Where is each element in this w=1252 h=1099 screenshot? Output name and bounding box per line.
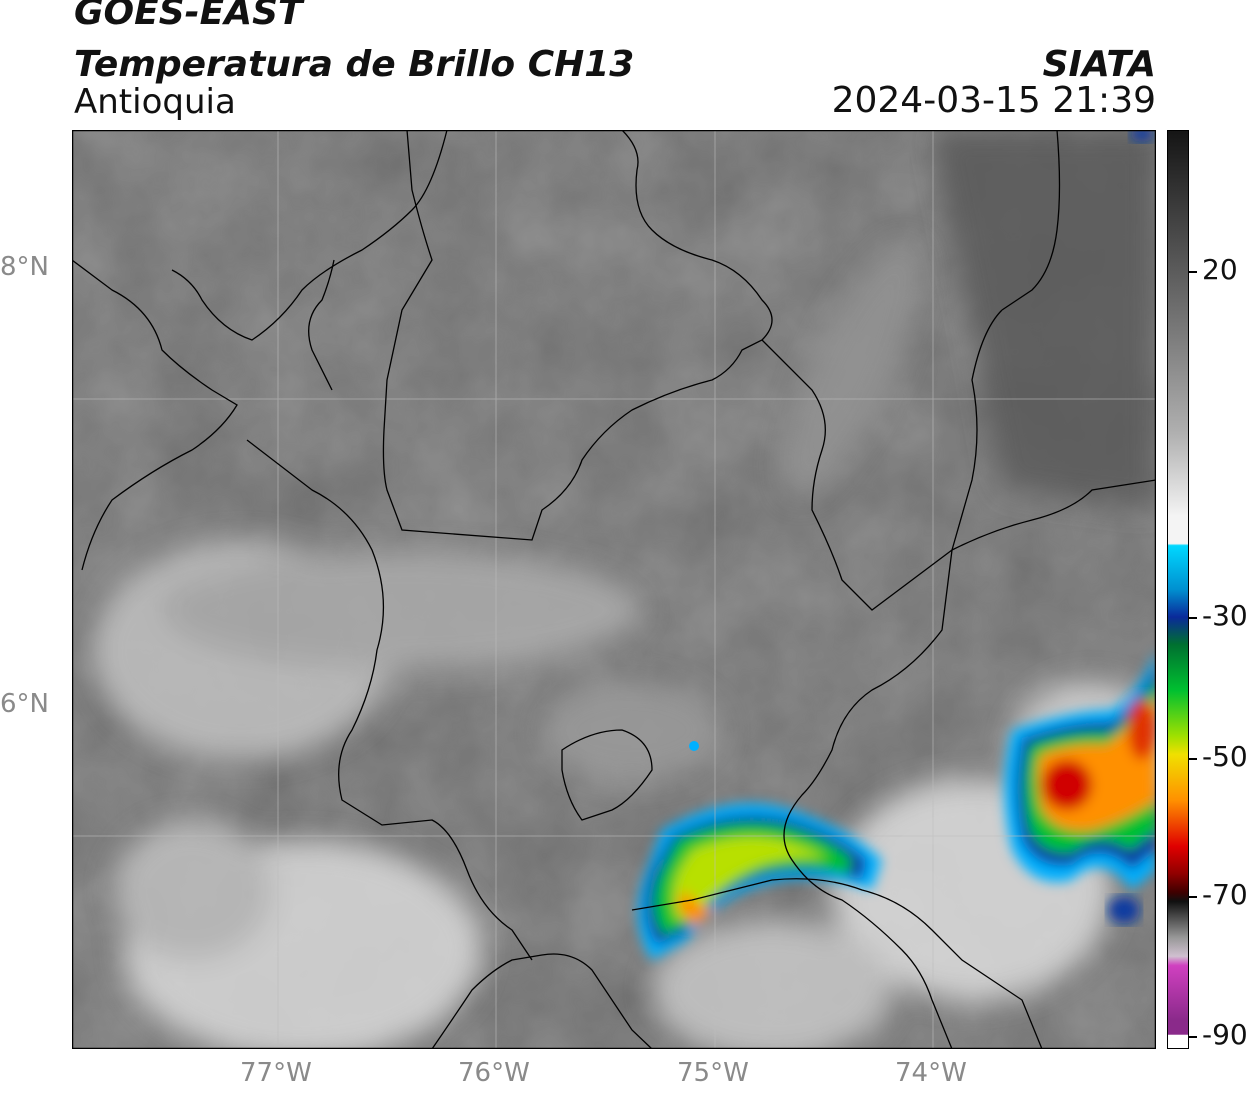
antioquia-north <box>382 130 773 541</box>
cb-label-neg50: -50 <box>1202 740 1248 773</box>
cb-tick-neg90 <box>1189 1036 1197 1038</box>
river-atrato <box>308 259 335 391</box>
coastline-west <box>72 259 238 571</box>
lon-label-74w: 74°W <box>895 1058 967 1088</box>
lon-label-76w: 76°W <box>458 1058 530 1088</box>
southern-line <box>431 953 653 1049</box>
lon-label-75w: 75°W <box>677 1058 749 1088</box>
antioquia-east <box>761 309 1003 611</box>
cb-label-neg90: -90 <box>1202 1018 1248 1051</box>
organization-label: SIATA <box>1042 44 1156 85</box>
boundaries <box>72 130 1156 1049</box>
storm-blob-ne <box>1130 130 1154 142</box>
cb-label-20: 20 <box>1202 253 1238 286</box>
cloud-band <box>162 550 642 670</box>
cloud-center <box>542 680 722 780</box>
antioquia-se <box>783 549 953 1049</box>
inner-line <box>561 729 653 821</box>
ne-line <box>951 479 1156 551</box>
lon-label-77w: 77°W <box>240 1058 312 1088</box>
eastern-dept-line <box>1001 130 1061 311</box>
cb-label-neg30: -30 <box>1202 599 1248 632</box>
satellite-map[interactable] <box>72 130 1156 1049</box>
cb-label-neg70: -70 <box>1202 878 1248 911</box>
cb-tick-20 <box>1189 271 1197 273</box>
satellite-title: GOES-EAST <box>74 0 303 33</box>
cb-tick-neg50 <box>1189 758 1197 760</box>
region-subtitle: Antioquia <box>74 82 236 122</box>
storm-blob-small <box>689 741 699 751</box>
caldas-line <box>631 878 1043 1049</box>
storm-center <box>638 803 882 960</box>
cloud-north <box>782 241 922 499</box>
gulf-coast <box>171 130 448 341</box>
storm-blob-se <box>1108 896 1140 924</box>
lat-label-6n: 6°N <box>0 689 49 719</box>
colorbar <box>1167 130 1189 1049</box>
antioquia-boundary <box>246 439 533 961</box>
product-title: Temperatura de Brillo CH13 <box>74 44 635 85</box>
cloud-sw2 <box>112 820 272 960</box>
dark-region-ne <box>932 130 1156 510</box>
datetime-label: 2024-03-15 21:39 <box>831 80 1156 121</box>
cb-tick-neg30 <box>1189 617 1197 619</box>
storm-east <box>1004 650 1156 890</box>
cloud-s <box>652 920 892 1049</box>
map-canvas <box>72 130 1156 1049</box>
cb-tick-neg70 <box>1189 896 1197 898</box>
lat-label-8n: 8°N <box>0 252 49 282</box>
